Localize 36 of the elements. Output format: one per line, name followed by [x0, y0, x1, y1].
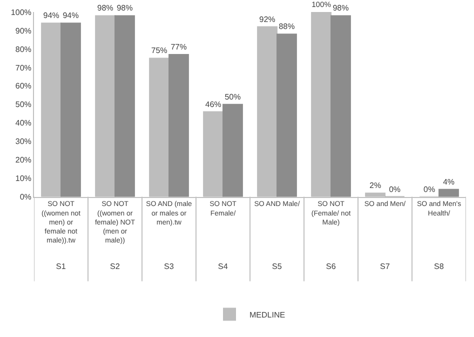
data-label: 100% [312, 0, 332, 10]
y-tick-label: 80% [15, 44, 32, 54]
data-label: 94% [62, 11, 79, 20]
text: S8 [434, 262, 444, 271]
data-label: 98% [116, 4, 133, 13]
data-label: 2% [370, 181, 382, 190]
data-label: 75% [151, 46, 168, 56]
text: S2 [110, 262, 120, 271]
data-label: 88% [278, 22, 295, 32]
data-label: 50% [224, 92, 241, 102]
text: S5 [272, 262, 282, 271]
data-label: 0% [424, 184, 436, 194]
data-label: 77% [170, 42, 187, 52]
data-label: 0% [388, 184, 400, 194]
y-tick-label: 0% [20, 192, 32, 202]
y-tick-label: 60% [15, 82, 32, 91]
data-label: 98% [97, 4, 114, 13]
data-label: 46% [205, 100, 222, 109]
y-tick-label: 50% [15, 100, 32, 110]
legend-label: MEDLINE [250, 310, 286, 320]
text: S7 [380, 262, 390, 271]
y-tick-label: 90% [15, 26, 32, 36]
text: S1 [56, 262, 66, 271]
y-tick-label: 20% [15, 156, 32, 165]
text: S4 [218, 262, 228, 271]
data-label: 92% [259, 14, 276, 24]
data-label: 98% [332, 4, 349, 13]
y-tick-label: 40% [15, 118, 32, 128]
y-tick-label: 100% [10, 8, 32, 17]
data-label: 94% [43, 11, 60, 20]
data-label: 4% [442, 177, 454, 186]
y-tick-label: 30% [15, 137, 32, 146]
y-tick-label: 10% [15, 174, 32, 184]
text: S6 [326, 262, 336, 271]
text: S3 [164, 262, 174, 271]
y-tick-label: 70% [15, 63, 32, 72]
